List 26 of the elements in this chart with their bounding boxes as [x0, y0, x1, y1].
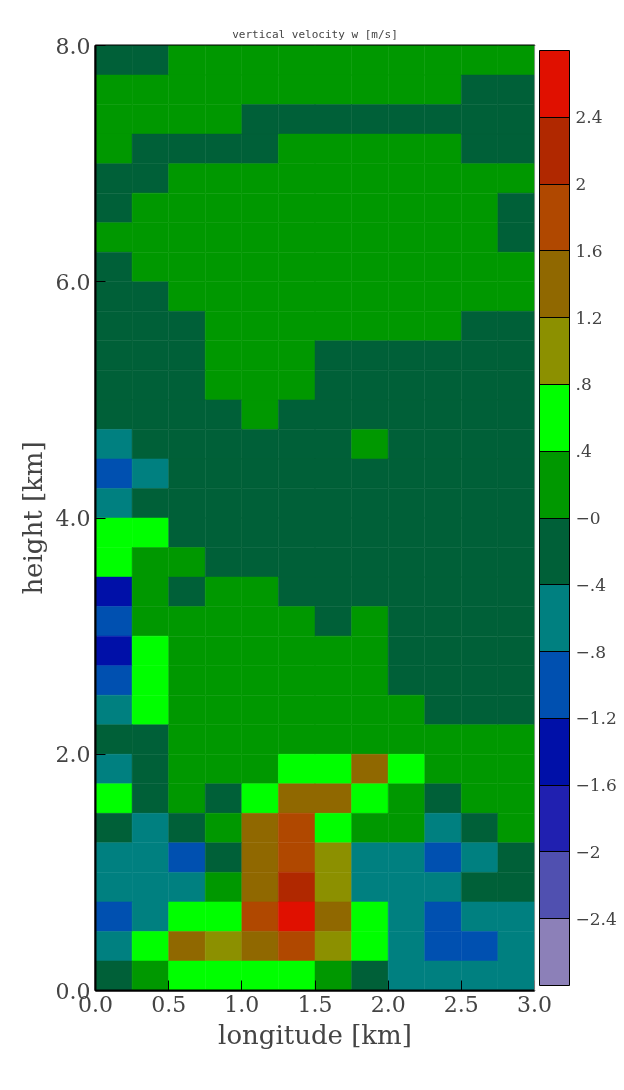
x-tick-label: 3.0: [517, 991, 553, 1017]
color-bar-label: .4: [575, 441, 592, 462]
color-bar-label: −2.4: [575, 908, 617, 929]
color-bar-label: .8: [575, 374, 592, 395]
y-tick-label: 8.0: [55, 33, 91, 59]
color-bar-label: −1.6: [575, 775, 617, 796]
color-bar-label: −.8: [575, 641, 606, 662]
x-tick-label: 2.5: [443, 991, 479, 1017]
color-bar-label: −.4: [575, 574, 606, 595]
x-tick-label: 1.0: [224, 991, 260, 1017]
chart-title: vertical velocity w [m/s]: [232, 27, 398, 41]
x-tick-label: 0.5: [151, 991, 187, 1017]
color-bar-label: 1.2: [575, 307, 603, 328]
color-bar-label: 1.6: [575, 240, 603, 261]
x-axis-title: longitude [km]: [218, 1019, 412, 1050]
color-bar-label: −1.2: [575, 708, 617, 729]
x-tick-label: 1.5: [297, 991, 333, 1017]
y-axis-title: height [km]: [17, 441, 48, 595]
color-bar-label: −2: [575, 841, 601, 862]
y-tick-label: 6.0: [55, 269, 91, 295]
color-bar-label: −0: [575, 508, 601, 528]
y-tick-label: 4.0: [55, 506, 91, 531]
x-tick-label: 2.0: [370, 991, 406, 1017]
color-bar-label: 2.4: [575, 107, 603, 128]
color-bar-label: 2: [575, 174, 587, 195]
y-tick-label: 2.0: [55, 742, 91, 768]
